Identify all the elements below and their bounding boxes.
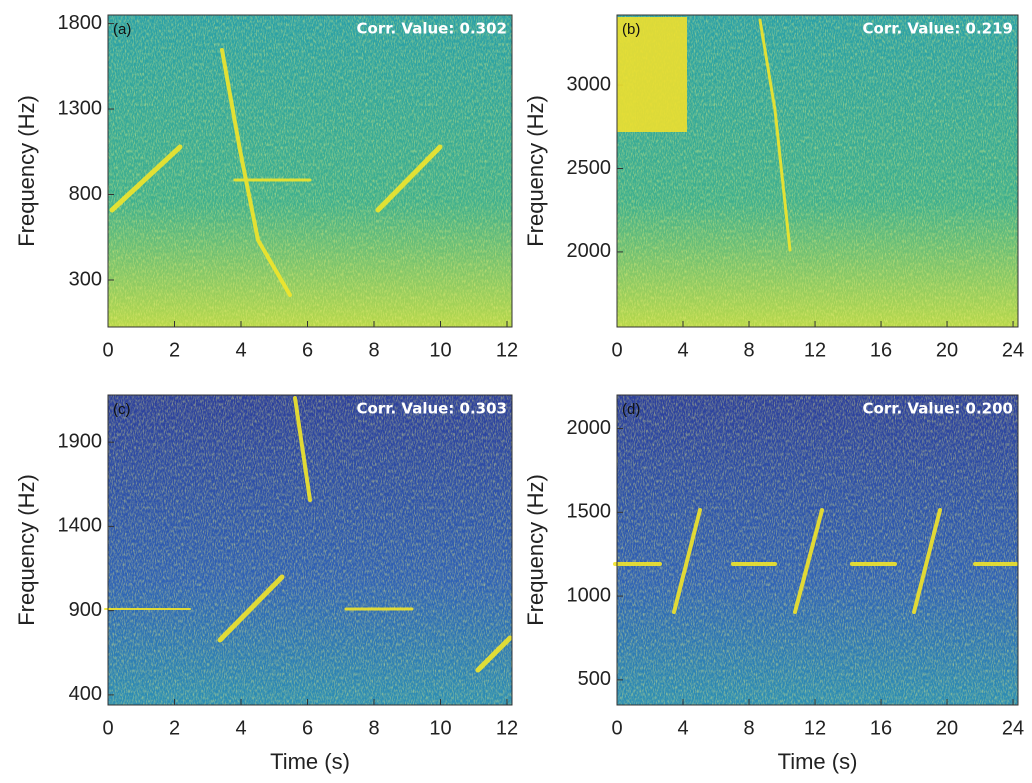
y-tick-label: 2000 [567, 240, 612, 262]
x-tick-label: 10 [429, 717, 451, 739]
plot-frame [616, 14, 1019, 328]
x-tick-label: 8 [368, 717, 379, 739]
plot-frame [107, 14, 513, 328]
y-tick-label: 1800 [58, 12, 103, 34]
x-tick-label: 10 [429, 339, 451, 361]
x-tick-label: 0 [611, 717, 622, 739]
x-tick-label: 24 [1002, 717, 1024, 739]
y-axis-label: Frequency (Hz) [523, 474, 548, 626]
plot-frame [107, 394, 513, 706]
x-tick-label: 20 [936, 339, 958, 361]
y-tick-label: 400 [69, 683, 102, 705]
y-tick-label: 1000 [567, 584, 612, 606]
spectrogram-features [104, 17, 1018, 673]
x-tick-label: 12 [804, 717, 826, 739]
x-tick-label: 0 [102, 717, 113, 739]
x-tick-label: 24 [1002, 339, 1024, 361]
panel-label: (b) [622, 21, 640, 38]
x-tick-label: 2 [169, 717, 180, 739]
x-tick-label: 20 [936, 717, 958, 739]
x-tick-label: 0 [102, 339, 113, 361]
y-tick-label: 1500 [567, 501, 612, 523]
y-axis-label: Frequency (Hz) [523, 95, 548, 247]
y-tick-label: 300 [69, 268, 102, 290]
y-tick-label: 2000 [567, 417, 612, 439]
x-tick-label: 6 [302, 717, 313, 739]
y-axis-label: Frequency (Hz) [14, 474, 39, 626]
x-tick-label: 12 [496, 717, 518, 739]
x-tick-label: 16 [870, 339, 892, 361]
annotation: Corr. Value: 0.219 [863, 20, 1013, 38]
spectrogram-noise [108, 15, 512, 327]
x-tick-label: 4 [677, 339, 688, 361]
y-tick-label: 500 [578, 668, 611, 690]
annotation: Corr. Value: 0.200 [863, 400, 1013, 418]
spectrogram-noise [617, 395, 1018, 705]
y-tick-label: 2500 [567, 157, 612, 179]
y-axis-label: Frequency (Hz) [14, 95, 39, 247]
x-axis-label: Time (s) [270, 749, 350, 774]
y-tick-label: 1900 [58, 430, 103, 452]
x-axis-label: Time (s) [778, 749, 858, 774]
y-tick-label: 3000 [567, 73, 612, 95]
annotation: Corr. Value: 0.303 [357, 400, 507, 418]
y-tick-label: 1400 [58, 515, 103, 537]
x-tick-label: 6 [302, 339, 313, 361]
x-tick-label: 4 [235, 717, 246, 739]
x-tick-label: 12 [804, 339, 826, 361]
x-tick-label: 4 [235, 339, 246, 361]
x-tick-label: 4 [677, 717, 688, 739]
x-tick-label: 8 [368, 339, 379, 361]
y-tick-label: 900 [69, 599, 102, 621]
y-tick-label: 800 [69, 183, 102, 205]
annotation: Corr. Value: 0.302 [357, 20, 507, 38]
panel-label: (d) [622, 401, 640, 418]
x-tick-label: 16 [870, 717, 892, 739]
plot-frame [616, 394, 1019, 706]
x-tick-label: 0 [611, 339, 622, 361]
x-tick-label: 8 [743, 717, 754, 739]
panel-label: (a) [113, 21, 131, 38]
panel-label: (c) [113, 401, 131, 418]
x-tick-label: 8 [743, 339, 754, 361]
y-tick-label: 1300 [58, 97, 103, 119]
x-tick-label: 2 [169, 339, 180, 361]
x-tick-label: 12 [496, 339, 518, 361]
spectrogram-noise [108, 395, 512, 705]
